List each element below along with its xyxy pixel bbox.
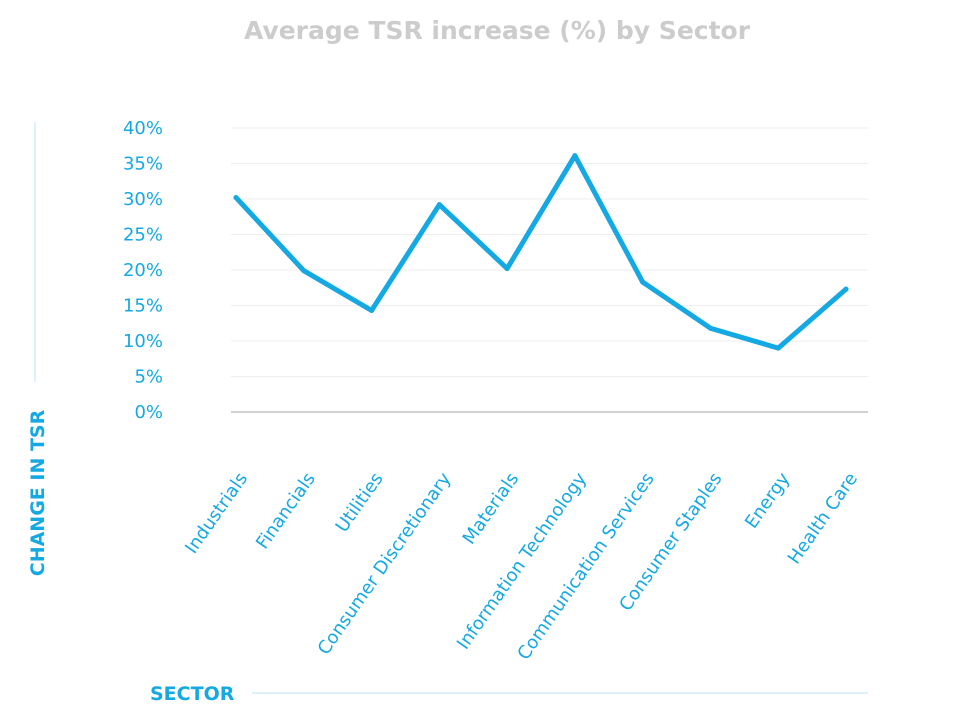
data-point — [233, 195, 239, 201]
data-point — [775, 345, 781, 351]
x-tick-label: Energy — [741, 469, 795, 533]
y-tick-labels: 0% 5% 10% 15% 20% 25% 30% 35% 40% — [123, 118, 163, 423]
x-tick-label: Information Technology — [453, 469, 591, 654]
series-group — [233, 153, 849, 351]
series-line — [233, 153, 849, 351]
gridlines — [231, 127, 868, 413]
y-tick-label: 15% — [123, 296, 163, 317]
chart-title: Average TSR increase (%) by Sector — [243, 16, 751, 45]
x-tick-label: Consumer Discretionary — [314, 469, 456, 659]
x-tick-label: Industrials — [181, 469, 252, 558]
y-tick-label: 10% — [123, 331, 163, 352]
x-tick-label: Materials — [459, 469, 524, 549]
x-tick-label: Communication Services — [513, 469, 658, 664]
y-tick-label: 5% — [134, 367, 163, 388]
x-axis-title: SECTOR — [150, 683, 235, 705]
data-point — [707, 325, 713, 331]
x-tick-label: Utilities — [332, 469, 388, 537]
y-tick-label: 40% — [123, 118, 163, 139]
data-point — [504, 266, 510, 272]
data-point — [436, 202, 442, 208]
y-tick-label: 30% — [123, 189, 163, 210]
x-tick-label: Health Care — [784, 469, 862, 568]
x-tick-label: Financials — [252, 469, 320, 553]
y-tick-label: 35% — [123, 154, 163, 175]
y-tick-label: 0% — [134, 402, 163, 423]
data-point — [572, 153, 578, 159]
data-point — [843, 286, 849, 292]
data-point — [640, 279, 646, 285]
y-tick-label: 20% — [123, 260, 163, 281]
y-axis-title: CHANGE IN TSR — [27, 409, 49, 576]
data-point — [301, 268, 307, 274]
data-point — [369, 307, 375, 313]
y-tick-label: 25% — [123, 225, 163, 246]
